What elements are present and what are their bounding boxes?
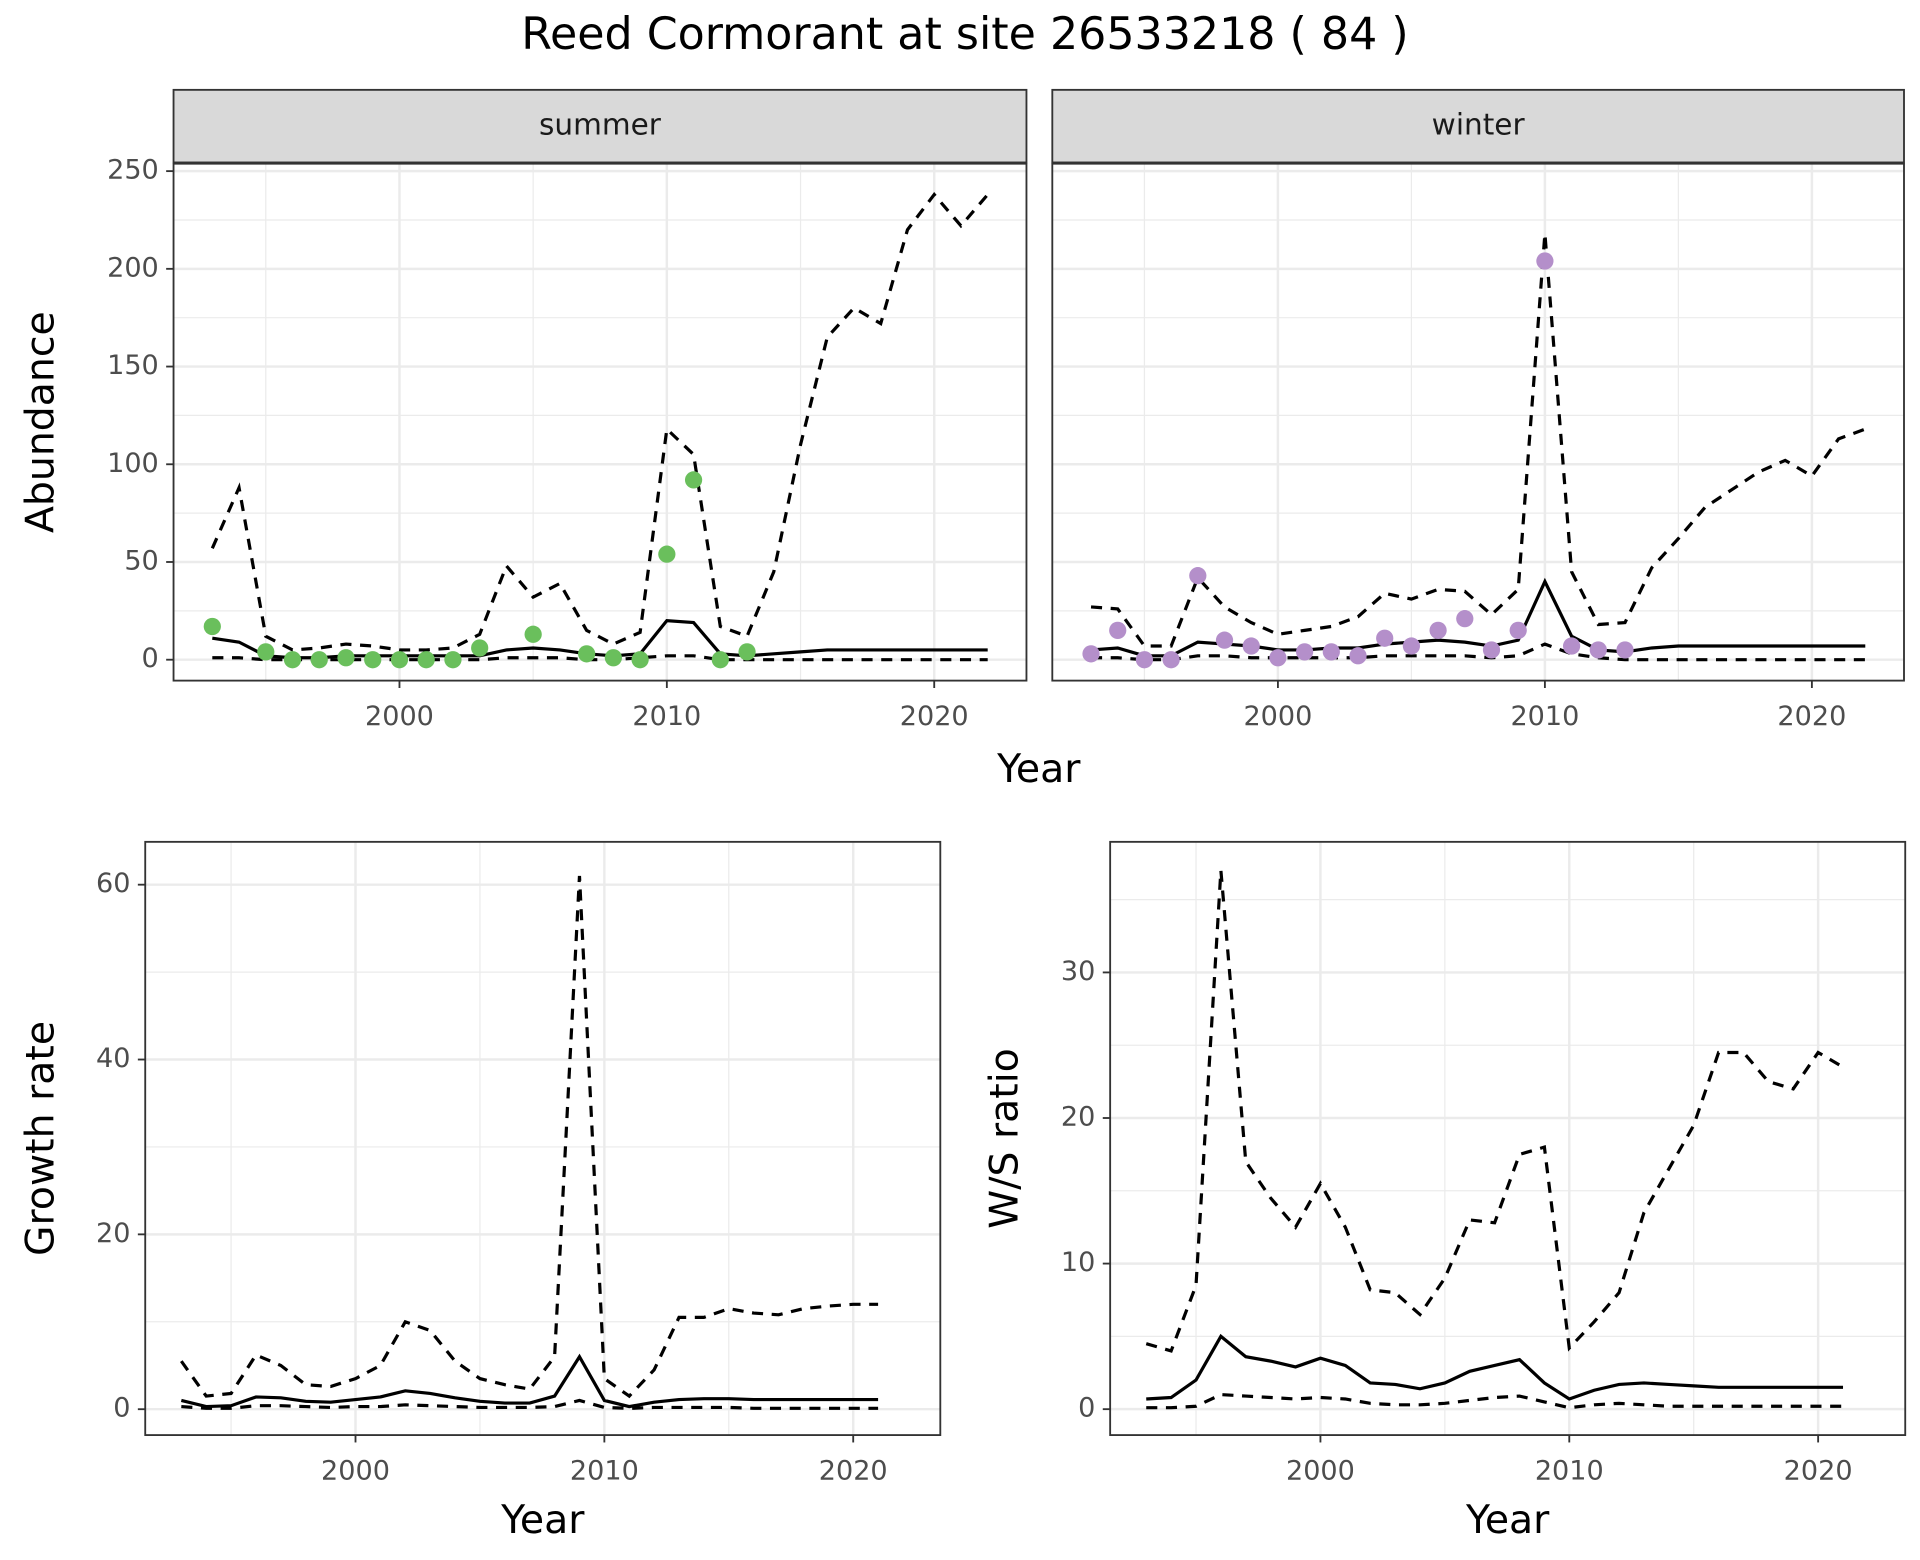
x-tick-label: 2020 xyxy=(1784,1455,1853,1486)
y-tick-label: 200 xyxy=(107,252,159,283)
x-tick-label: 2000 xyxy=(365,701,434,732)
data-point xyxy=(417,651,435,669)
x-tick-label: 2010 xyxy=(1535,1455,1604,1486)
x-tick-label: 2000 xyxy=(1243,701,1312,732)
data-point xyxy=(1509,621,1527,640)
series-line xyxy=(1146,1333,1844,1401)
series-line xyxy=(180,875,879,1399)
data-point xyxy=(364,651,382,669)
data-point xyxy=(257,643,275,661)
data-point xyxy=(738,643,756,661)
data-point xyxy=(1349,647,1367,665)
facet-strip xyxy=(172,88,1028,164)
x-tick-label: 2020 xyxy=(1777,701,1846,732)
data-point xyxy=(444,651,462,669)
data-point xyxy=(390,651,409,669)
data-point xyxy=(1589,641,1607,659)
data-point xyxy=(711,651,729,669)
series-line xyxy=(180,1353,879,1409)
x-axis-title: Year xyxy=(996,746,1081,792)
data-point xyxy=(1269,649,1287,667)
data-point xyxy=(1616,641,1634,659)
data-point xyxy=(631,651,649,669)
y-tick-label: 0 xyxy=(113,1393,130,1424)
data-point xyxy=(1109,621,1127,640)
data-point xyxy=(1189,567,1207,585)
data-point xyxy=(1242,637,1260,655)
x-axis-title: Year xyxy=(1465,1497,1550,1543)
panel-border xyxy=(1051,162,1905,682)
x-tick-label: 2000 xyxy=(321,1455,390,1486)
y-tick-label: 0 xyxy=(142,643,159,674)
x-tick-label: 2010 xyxy=(1510,701,1579,732)
y-tick-label: 40 xyxy=(96,1043,130,1074)
x-tick-label: 2000 xyxy=(1286,1455,1355,1486)
y-tick-label: 100 xyxy=(107,448,159,479)
data-point xyxy=(1215,631,1234,649)
panel: 2000 2010 2020 winter xyxy=(1051,88,1905,732)
y-tick-label: 10 xyxy=(1061,1247,1095,1278)
panel-border xyxy=(1109,840,1907,1436)
panel: 2000 2010 2020 0 50 100 150 200 250 summer Abundan… xyxy=(18,88,1081,792)
panel-border xyxy=(172,162,1028,682)
y-tick-label: 20 xyxy=(96,1218,130,1249)
x-tick-label: 2010 xyxy=(632,701,701,732)
y-tick-label: 60 xyxy=(96,868,130,899)
data-point xyxy=(1456,610,1474,628)
data-point xyxy=(1562,637,1581,655)
y-tick-label: 20 xyxy=(1061,1102,1095,1133)
facet-label: winter xyxy=(1432,108,1526,142)
data-point xyxy=(471,639,489,657)
data-point xyxy=(203,617,221,636)
series-line xyxy=(1091,642,1866,662)
data-point xyxy=(578,645,596,663)
series-line xyxy=(1145,870,1844,1353)
data-point xyxy=(1402,637,1421,655)
y-tick-label: 250 xyxy=(107,155,159,186)
x-tick-label: 2020 xyxy=(900,701,969,732)
y-tick-label: 150 xyxy=(107,350,159,381)
x-tick-label: 2020 xyxy=(819,1455,888,1486)
panel: 2000 2010 2020 0 20 40 60 Growth rate Year xyxy=(18,840,942,1543)
data-point xyxy=(1536,252,1554,270)
series-line xyxy=(1146,1392,1844,1410)
facet-label: summer xyxy=(539,108,662,142)
y-tick-label: 0 xyxy=(1078,1393,1095,1424)
data-point xyxy=(524,625,542,643)
data-point xyxy=(1162,651,1180,669)
series-line xyxy=(210,192,989,652)
data-point xyxy=(310,651,328,669)
data-point xyxy=(604,649,622,667)
data-point xyxy=(1322,643,1340,661)
y-tick-label: 30 xyxy=(1061,956,1095,987)
y-axis-title: W/S ratio xyxy=(981,1048,1027,1229)
y-tick-label: 50 xyxy=(124,545,158,576)
data-point xyxy=(684,471,703,489)
x-tick-label: 2010 xyxy=(570,1455,639,1486)
y-axis-title: Growth rate xyxy=(18,1021,64,1256)
y-axis-title: Abundance xyxy=(18,311,64,533)
data-point xyxy=(337,649,355,667)
data-point xyxy=(1376,629,1394,647)
series-line xyxy=(1090,233,1866,648)
panel-border xyxy=(144,840,942,1436)
data-point xyxy=(1295,643,1314,661)
facet-strip xyxy=(1051,88,1905,164)
data-point xyxy=(1482,641,1501,659)
figure-title: Reed Cormorant at site 26533218 ( 84 ) xyxy=(521,9,1408,60)
x-axis-title: Year xyxy=(500,1497,585,1543)
data-point xyxy=(1135,651,1154,669)
panel: 2000 2010 2020 0 10 20 30 W/S ratio Year xyxy=(981,840,1907,1543)
data-point xyxy=(283,651,302,669)
data-point xyxy=(658,545,676,563)
data-point xyxy=(1082,645,1100,663)
data-point xyxy=(1429,621,1447,640)
